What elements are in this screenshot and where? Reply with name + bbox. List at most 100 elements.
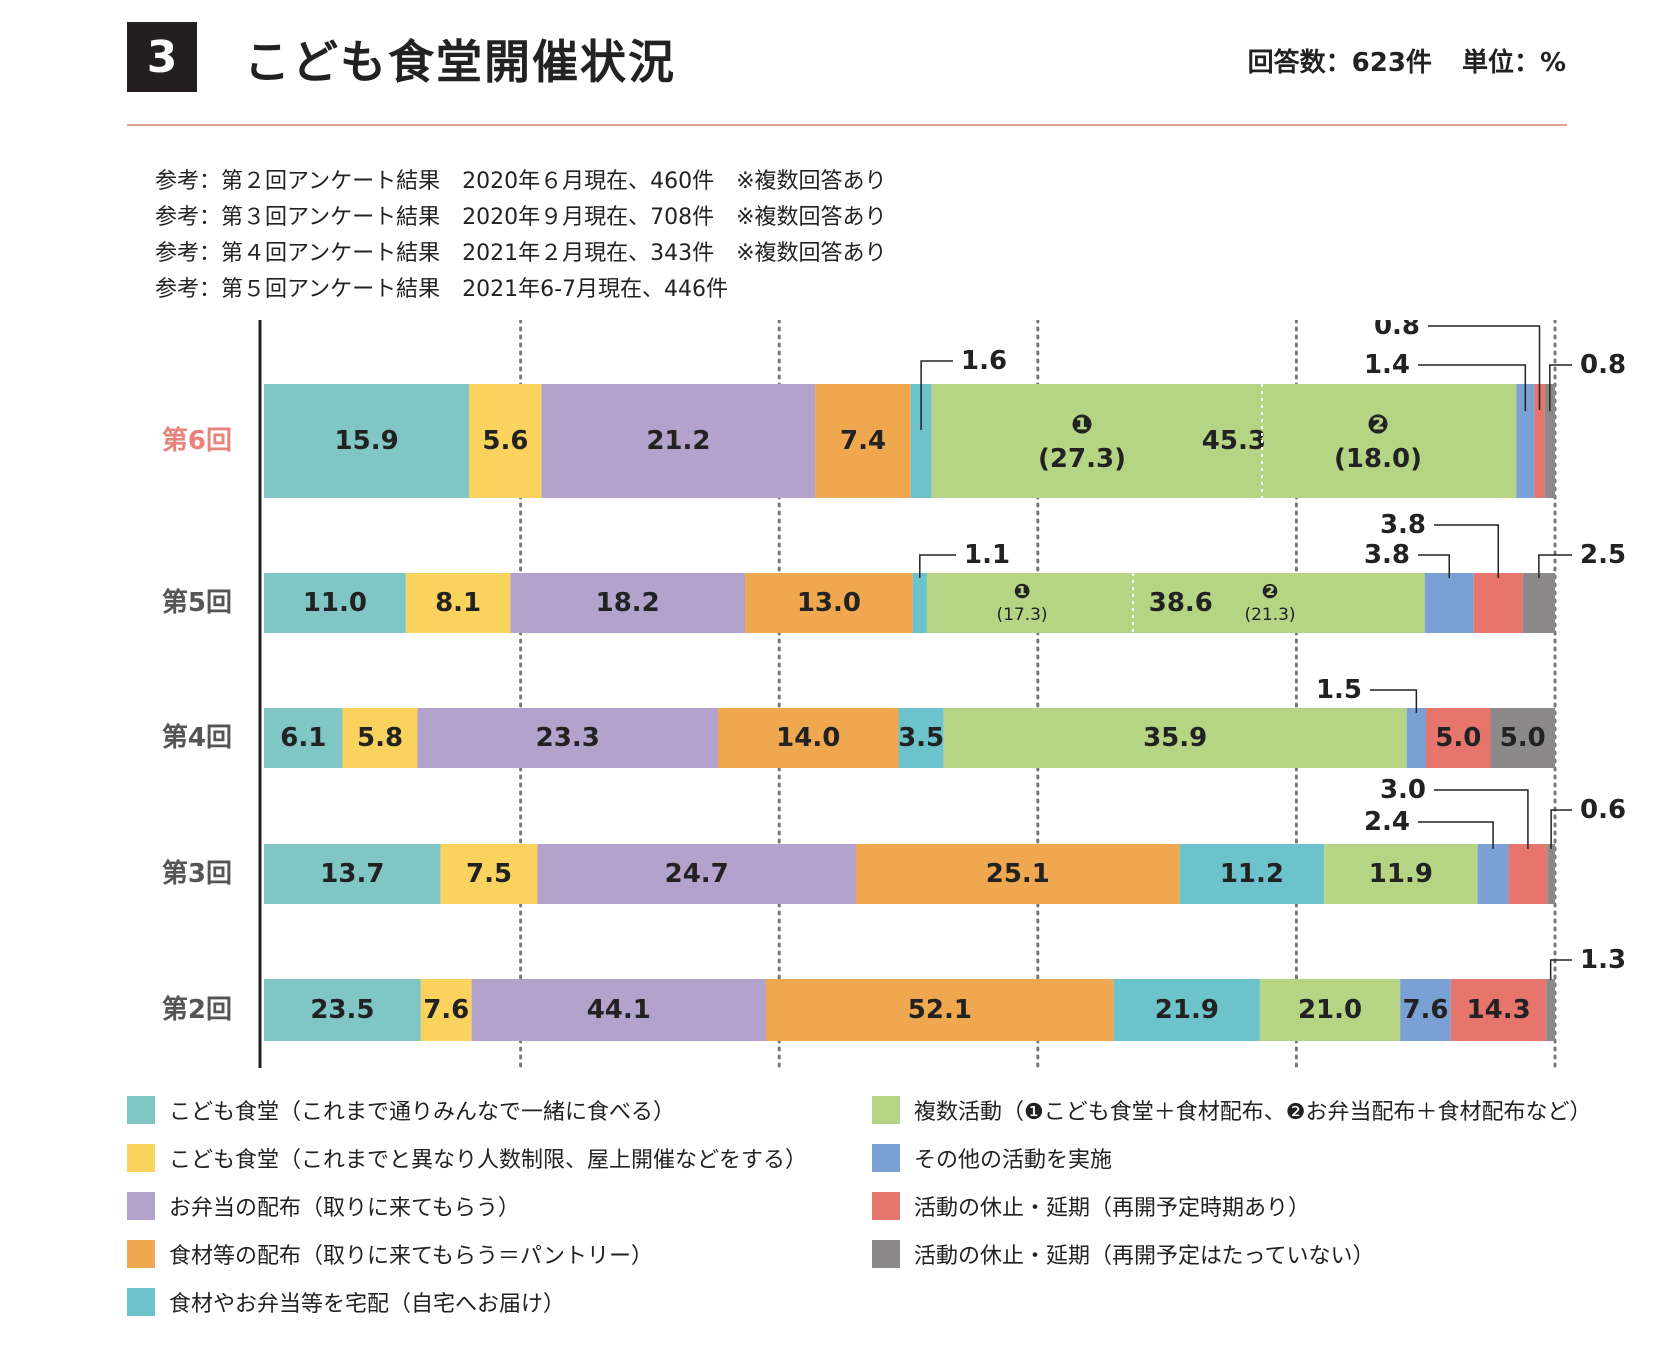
legend-swatch — [872, 1192, 900, 1220]
bar-segment — [420, 979, 472, 1041]
data-label: 23.3 — [536, 723, 600, 753]
bar-segment — [264, 979, 421, 1041]
bar-segment — [855, 844, 1180, 904]
page-title: こども食堂開催状況 — [244, 35, 676, 89]
legend-item: こども食堂（これまで通りみんなで一緒に食べる） — [127, 1094, 675, 1126]
bar-segment — [264, 708, 343, 768]
category-label: 第3回 — [162, 858, 232, 889]
data-label: 35.9 — [1143, 723, 1207, 753]
chart-meta: 回答数：623件 単位：% — [1218, 42, 1566, 79]
callout-leader — [1550, 809, 1572, 849]
legend-label: その他の活動を実施 — [914, 1148, 1113, 1173]
category-label: 第4回 — [162, 722, 232, 753]
bar-segment — [1508, 844, 1548, 904]
bar-segment — [1490, 708, 1555, 768]
data-label: 8.1 — [435, 588, 481, 618]
legend-label: 食材等の配布（取りに来てもらう＝パントリー） — [169, 1244, 654, 1269]
data-label: 0.8 — [1374, 320, 1420, 341]
data-label: 38.6 — [1149, 588, 1213, 618]
data-label: 0.8 — [1580, 350, 1626, 380]
data-label: 45.3 — [1202, 426, 1266, 456]
bar-segment — [264, 384, 470, 498]
data-label: 5.0 — [1435, 723, 1481, 753]
data-label: 25.1 — [986, 859, 1050, 889]
sub-value: (27.3) — [1038, 444, 1126, 474]
data-label: 1.3 — [1580, 945, 1626, 975]
bar-segment — [541, 384, 816, 498]
category-label: 第2回 — [162, 994, 232, 1025]
bar-segment — [1113, 979, 1260, 1041]
legend-item: お弁当の配布（取りに来てもらう） — [127, 1190, 520, 1222]
data-label: 0.6 — [1580, 795, 1626, 825]
bar-segment — [1406, 708, 1427, 768]
data-label: 11.0 — [303, 588, 367, 618]
legend-swatch — [127, 1096, 155, 1124]
legend-label: 食材やお弁当等を宅配（自宅へお届け） — [169, 1292, 566, 1317]
bar-segment — [931, 384, 1517, 498]
bar-segment — [1522, 573, 1555, 633]
sub-marker: ❶ — [1071, 410, 1093, 440]
bar-segment — [1450, 979, 1547, 1041]
bar-segment — [405, 573, 511, 633]
sub-value: (21.3) — [1244, 605, 1295, 625]
callout-leader — [1549, 364, 1572, 411]
callout-leader — [1538, 554, 1572, 578]
bar-segment — [264, 844, 441, 904]
data-label: 11.2 — [1220, 859, 1284, 889]
data-label: 14.3 — [1467, 995, 1531, 1025]
legend-swatch — [872, 1096, 900, 1124]
bar-segment — [898, 708, 944, 768]
callout-leader — [1428, 325, 1541, 410]
category-label: 第6回 — [162, 425, 232, 456]
bar-segment — [1547, 844, 1555, 904]
data-label: 3.8 — [1380, 510, 1426, 540]
data-label: 3.0 — [1380, 775, 1426, 805]
data-label: 5.8 — [357, 723, 403, 753]
bar-segment — [469, 384, 542, 498]
legend-item: その他の活動を実施 — [872, 1142, 1112, 1174]
legend-swatch — [127, 1240, 155, 1268]
bar-segment — [342, 708, 418, 768]
data-label: 7.4 — [840, 426, 886, 456]
callout-leader — [920, 360, 953, 430]
data-label: 1.5 — [1316, 675, 1362, 705]
callout-leader — [1434, 524, 1500, 578]
bar-segment — [510, 573, 746, 633]
bar-segment — [471, 979, 766, 1041]
data-label: 11.9 — [1369, 859, 1433, 889]
data-label: 5.0 — [1500, 723, 1546, 753]
data-label: 21.9 — [1155, 995, 1219, 1025]
reference-notes: 参考：第２回アンケート結果 2020年６月現在、460件 ※複数回答あり 参考：… — [155, 164, 887, 308]
reference-note: 参考：第３回アンケート結果 2020年９月現在、708件 ※複数回答あり — [155, 205, 887, 230]
data-label: 6.1 — [280, 723, 326, 753]
data-label: 15.9 — [335, 426, 399, 456]
bar-segment — [1424, 573, 1474, 633]
bar-segment — [943, 708, 1407, 768]
callout-leader — [1418, 364, 1527, 411]
legend-label: 複数活動（❶こども食堂＋食材配布、❷お弁当配布＋食材配布など） — [914, 1100, 1592, 1125]
data-label: 1.6 — [961, 346, 1007, 376]
legend-item: 食材やお弁当等を宅配（自宅へお届け） — [127, 1286, 565, 1318]
sub-value: (18.0) — [1334, 444, 1422, 474]
callout-leader — [1434, 789, 1529, 849]
data-label: 13.7 — [320, 859, 384, 889]
bar-segment — [1426, 708, 1491, 768]
data-label: 21.2 — [646, 426, 710, 456]
data-label: 7.6 — [1402, 995, 1448, 1025]
bar-segment — [1534, 384, 1545, 498]
bar-segment — [1477, 844, 1509, 904]
legend-label: こども食堂（これまで通りみんなで一緒に食べる） — [169, 1100, 676, 1125]
legend-swatch — [872, 1240, 900, 1268]
legend-label: こども食堂（これまでと異なり人数制限、屋上開催などをする） — [169, 1148, 808, 1173]
unit-label: 単位：% — [1461, 48, 1566, 78]
sub-marker: ❷ — [1367, 410, 1389, 440]
data-label: 3.5 — [898, 723, 944, 753]
bar-segment — [264, 573, 406, 633]
data-label: 52.1 — [908, 995, 972, 1025]
bar-segment — [1546, 979, 1555, 1041]
bar-segment — [440, 844, 538, 904]
bar-segment — [1516, 384, 1535, 498]
bar-segment — [910, 384, 932, 498]
bar-segment — [926, 573, 1425, 633]
bar-segment — [1259, 979, 1401, 1041]
